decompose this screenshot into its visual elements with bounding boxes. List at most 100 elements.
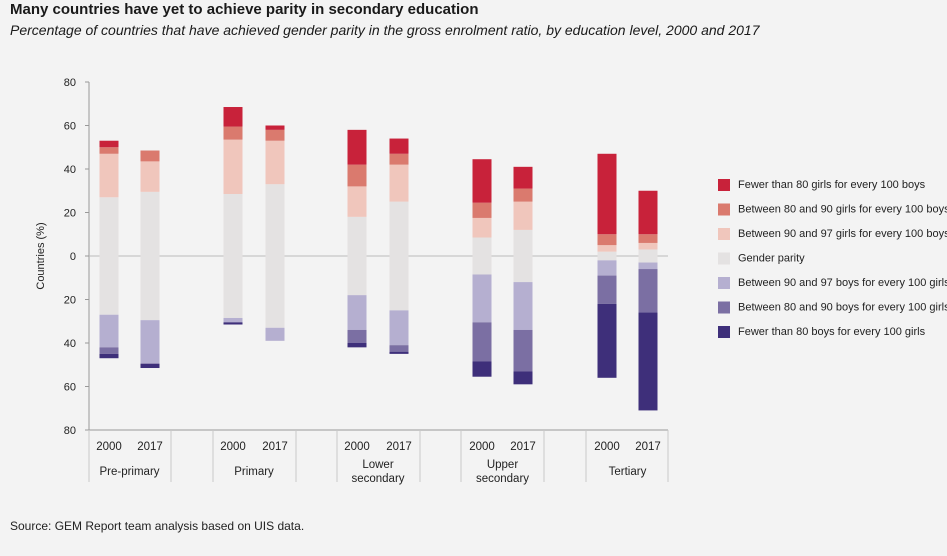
bar-segment-boys90-97 (347, 295, 367, 330)
x-tick-label: 2000 (96, 441, 122, 453)
bar-segment-girls80 (265, 125, 285, 130)
x-group-label: Tertiary (609, 466, 647, 478)
x-group-label: Upper secondary (476, 459, 529, 485)
bar-segment-boys90-97 (99, 314, 119, 348)
bar-segment-boys90-97 (472, 274, 492, 323)
y-tick-label: 40 (64, 164, 76, 176)
x-group-label: Lower secondary (351, 459, 404, 485)
bar-segment-gender-parity (265, 184, 285, 328)
bar-segment-boys80 (140, 363, 160, 369)
x-tick-label: 2000 (469, 441, 495, 453)
bar-segment-girls80-90 (223, 126, 243, 140)
legend-swatch-boys80 (718, 326, 730, 338)
legend-label: Between 80 and 90 boys for every 100 gir… (738, 302, 947, 314)
bar-segment-girls80 (389, 138, 409, 154)
bar-segment-girls80-90 (389, 153, 409, 165)
chart-title: Many countries have yet to achieve parit… (10, 1, 479, 18)
y-tick-label: 20 (64, 208, 76, 220)
bar-segment-girls90-97 (472, 217, 492, 238)
bar-segment-girls80-90 (513, 188, 533, 202)
legend-swatch-girls90-97 (718, 228, 730, 240)
x-tick-label: 2000 (344, 441, 370, 453)
bar-segment-boys80 (638, 312, 658, 411)
bar-segment-girls90-97 (223, 139, 243, 195)
x-group-label: Pre-primary (99, 466, 159, 478)
bar-segment-girls90-97 (389, 164, 409, 202)
legend-swatch-girls80-90 (718, 203, 730, 216)
legend-label: Between 80 and 90 girls for every 100 bo… (738, 204, 947, 216)
bar-segment-girls80-90 (347, 164, 367, 187)
legend-label: Between 90 and 97 boys for every 100 gir… (738, 277, 947, 289)
x-tick-label: 2000 (220, 441, 246, 453)
bar-segment-boys80-90 (472, 322, 492, 362)
y-axis-label: Countries (%) (35, 222, 47, 289)
bar-segment-girls80-90 (99, 147, 119, 154)
bar-segment-boys90-97 (265, 327, 285, 341)
bar-segment-girls80 (99, 140, 119, 148)
bar-segment-girls90-97 (347, 186, 367, 217)
bar-segment-girls90-97 (140, 161, 160, 192)
bar-segment-boys90-97 (597, 260, 617, 276)
legend-label: Gender parity (738, 253, 805, 265)
legend-swatch-girls80 (718, 179, 730, 191)
bar-segment-boys80-90 (597, 275, 617, 304)
y-tick-label: 40 (64, 338, 76, 350)
legend-label: Fewer than 80 girls for every 100 boys (738, 179, 926, 191)
bar-segment-boys80-90 (389, 345, 409, 352)
x-tick-label: 2017 (510, 441, 536, 453)
bar-segment-boys80 (513, 371, 533, 385)
bar-segment-gender-parity (140, 191, 160, 321)
bar-segment-gender-parity (223, 194, 243, 318)
bar-segment-boys90-97 (638, 262, 658, 270)
legend-swatch-boys90-97 (718, 277, 730, 289)
x-tick-label: 2017 (635, 441, 661, 453)
bar-segment-gender-parity (597, 251, 617, 261)
bar-segment-girls80 (513, 166, 533, 189)
bar-segment-boys80-90 (513, 329, 533, 372)
bar-segment-girls90-97 (265, 140, 285, 185)
bar-segment-boys80-90 (347, 329, 367, 343)
bar-segment-girls80 (472, 159, 492, 203)
y-tick-label: 20 (64, 295, 76, 307)
bar-segment-girls80-90 (140, 150, 160, 162)
bar-segment-gender-parity (513, 229, 533, 283)
bar-segment-girls80-90 (265, 129, 285, 141)
legend-label: Fewer than 80 boys for every 100 girls (738, 326, 926, 338)
bar-segment-boys80 (99, 353, 119, 359)
y-tick-label: 60 (64, 121, 76, 133)
x-tick-label: 2017 (262, 441, 288, 453)
source-note: Source: GEM Report team analysis based o… (10, 519, 305, 533)
bar-segment-girls80 (347, 129, 367, 165)
bar-segment-girls90-97 (99, 153, 119, 198)
bar-segment-girls80 (597, 153, 617, 235)
bar-segment-girls90-97 (638, 242, 658, 250)
chart-subtitle: Percentage of countries that have achiev… (10, 22, 760, 38)
bar-segment-girls80 (223, 107, 243, 127)
x-tick-label: 2017 (386, 441, 412, 453)
bar-segment-gender-parity (347, 216, 367, 296)
bar-segment-boys80 (472, 361, 492, 377)
bar-segment-boys80-90 (638, 269, 658, 313)
y-tick-label: 80 (64, 425, 76, 437)
y-tick-label: 60 (64, 382, 76, 394)
bar-segment-gender-parity (99, 197, 119, 315)
y-tick-label: 0 (70, 251, 76, 263)
y-tick-label: 80 (64, 77, 76, 89)
bar-segment-boys90-97 (389, 310, 409, 346)
bar-segment-girls80-90 (597, 234, 617, 246)
x-tick-label: 2017 (137, 441, 163, 453)
bar-segment-boys90-97 (223, 317, 243, 323)
bar-segment-boys80-90 (99, 347, 119, 354)
bar-segment-gender-parity (638, 249, 658, 263)
bar-segment-gender-parity (472, 237, 492, 275)
bar-segment-gender-parity (389, 201, 409, 311)
bar-segment-girls90-97 (597, 245, 617, 252)
legend-swatch-boys80-90 (718, 301, 730, 314)
legend-label: Between 90 and 97 girls for every 100 bo… (738, 228, 947, 240)
x-group-label: Primary (234, 466, 274, 478)
bar-segment-boys80 (347, 343, 367, 348)
bar-segment-girls80-90 (638, 234, 658, 243)
bar-segment-boys80 (389, 351, 409, 354)
bar-segment-boys90-97 (140, 320, 160, 364)
x-tick-label: 2000 (594, 441, 620, 453)
